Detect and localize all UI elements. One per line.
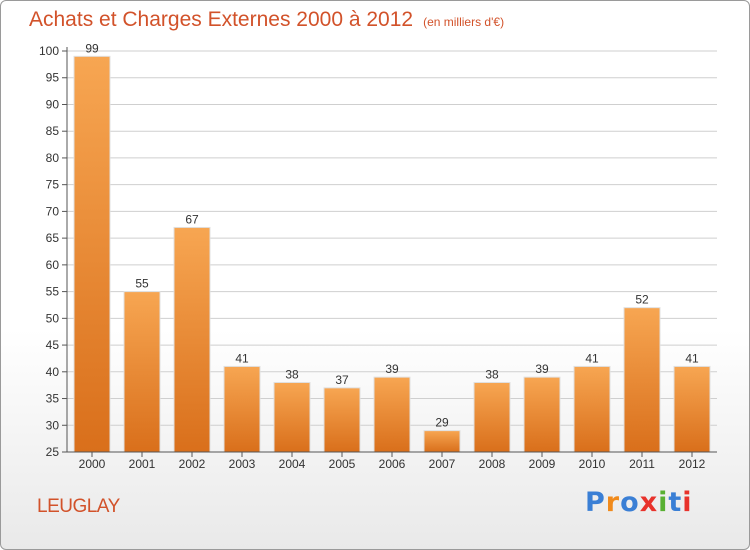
bar <box>223 365 261 453</box>
x-tick-label: 2004 <box>279 457 306 471</box>
y-tick-label: 55 <box>46 285 60 299</box>
y-tick-label: 85 <box>46 124 60 138</box>
bar <box>573 365 611 453</box>
y-tick-label: 25 <box>46 445 60 459</box>
y-tick-label: 70 <box>46 204 60 218</box>
logo-letter: i <box>682 487 693 518</box>
bar-value-label: 38 <box>485 367 499 381</box>
y-tick-label: 30 <box>46 418 60 432</box>
bar-value-label: 39 <box>385 362 399 376</box>
bar <box>123 291 161 453</box>
x-tick-label: 2005 <box>329 457 356 471</box>
bar <box>73 55 111 453</box>
y-tick-label: 45 <box>46 338 60 352</box>
proxiti-logo: Proxiti <box>585 487 693 518</box>
x-tick-label: 2003 <box>229 457 256 471</box>
x-tick-label: 2001 <box>129 457 156 471</box>
chart-unit: (en milliers d'€) <box>423 15 505 29</box>
logo-letter: r <box>605 487 621 518</box>
bar <box>173 226 211 453</box>
bar-chart: 99 55 67 41 38 37 39 29 38 39 41 52 41 25 30 35 40 45 50 5… <box>39 41 717 471</box>
x-tick-label: 2008 <box>479 457 506 471</box>
logo-letter: t <box>668 487 683 518</box>
bar-value-label: 52 <box>635 293 649 307</box>
bar-value-label: 67 <box>185 212 199 226</box>
bar <box>423 430 461 453</box>
bar-value-label: 38 <box>285 367 299 381</box>
chart-title: Achats et Charges Externes 2000 à 2012 (e… <box>29 8 504 32</box>
bar-value-label: 37 <box>335 373 349 387</box>
y-tick-label: 50 <box>46 311 60 325</box>
bar <box>273 381 311 453</box>
bar <box>473 381 511 453</box>
x-tick-label: 2012 <box>679 457 706 471</box>
x-tick-label: 2002 <box>179 457 206 471</box>
bar-value-label: 99 <box>85 41 99 55</box>
bar-value-label: 41 <box>685 351 699 365</box>
x-tick-label: 2011 <box>629 457 655 471</box>
y-tick-label: 95 <box>46 71 60 85</box>
bar-value-label: 41 <box>235 351 249 365</box>
logo-letter: i <box>658 487 669 518</box>
bar-value-label: 55 <box>135 277 149 291</box>
x-tick-label: 2006 <box>379 457 406 471</box>
y-tick-label: 90 <box>46 97 60 111</box>
y-tick-label: 75 <box>46 178 60 192</box>
bar <box>673 365 711 453</box>
logo-letter: o <box>620 487 640 518</box>
axes: 25 30 35 40 45 50 55 60 65 70 75 80 85 90 95 100 2000 200… <box>39 44 717 471</box>
bars: 99 55 67 41 38 37 39 29 38 39 41 52 41 <box>73 41 711 453</box>
y-tick-label: 80 <box>46 151 60 165</box>
y-tick-label: 60 <box>46 258 60 272</box>
bar <box>523 376 561 453</box>
logo-letter: x <box>639 487 659 518</box>
x-tick-label: 2000 <box>79 457 106 471</box>
bar <box>623 307 661 453</box>
bar-value-label: 41 <box>585 351 599 365</box>
bar-value-label: 39 <box>535 362 549 376</box>
region-name: LEUGLAY <box>37 496 120 517</box>
bar-value-label: 29 <box>435 416 449 430</box>
chart-title-text: Achats et Charges Externes 2000 à 2012 <box>29 8 414 31</box>
y-tick-label: 100 <box>39 44 59 58</box>
y-tick-label: 35 <box>46 392 60 406</box>
x-tick-label: 2009 <box>529 457 556 471</box>
x-tick-label: 2010 <box>579 457 606 471</box>
x-tick-label: 2007 <box>429 457 456 471</box>
logo-letter: P <box>585 487 606 518</box>
y-tick-label: 40 <box>46 365 60 379</box>
bar <box>323 387 361 453</box>
bar <box>373 376 411 453</box>
y-tick-label: 65 <box>46 231 60 245</box>
